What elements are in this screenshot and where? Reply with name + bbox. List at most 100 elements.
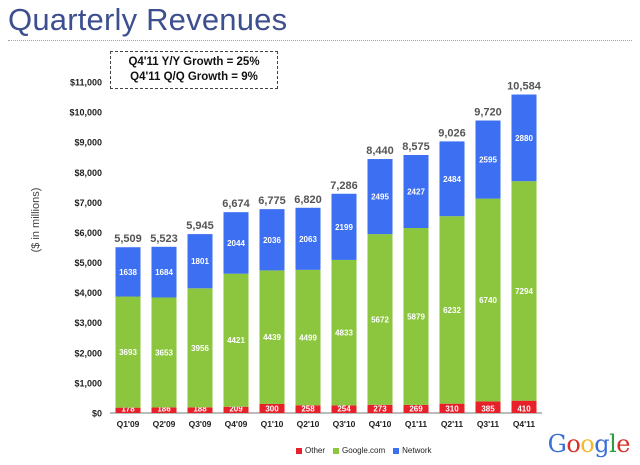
legend-item-network: Network	[393, 446, 432, 455]
bar-segment-other	[151, 407, 177, 413]
data-label: 269	[409, 405, 423, 414]
y-axis-label: ($ in millions)	[30, 187, 42, 253]
bar-segment-other	[439, 403, 465, 413]
bar-total-label: 6,775	[258, 195, 286, 207]
x-tick-label: Q2'09	[153, 419, 176, 429]
y-tick-label: $8,000	[74, 168, 102, 178]
bar-segment-google-com	[151, 297, 177, 408]
y-tick-label: $10,000	[69, 108, 102, 118]
bar-total-label: 5,523	[150, 233, 178, 245]
bar-segment-network	[223, 212, 249, 274]
bar-total-label: 6,674	[222, 198, 250, 210]
legend-swatch-other	[296, 447, 302, 454]
x-tick-label: Q4'11	[513, 419, 536, 429]
data-label: 1638	[119, 268, 137, 277]
x-tick-label: Q3'09	[189, 419, 212, 429]
x-tick-label: Q3'10	[333, 419, 356, 429]
data-label: 186	[157, 405, 171, 414]
data-label: 2880	[515, 134, 533, 143]
x-tick-label: Q2'11	[441, 419, 464, 429]
bar-segment-google-com	[331, 259, 357, 406]
data-label: 5672	[371, 315, 389, 324]
y-tick-label: $9,000	[74, 138, 102, 148]
data-label: 4499	[299, 334, 317, 343]
bar-segment-other	[259, 403, 285, 413]
data-label: 2495	[371, 193, 389, 202]
bar-segment-other	[331, 405, 357, 413]
bar-segment-google-com	[223, 273, 249, 407]
bar-segment-network	[115, 247, 141, 297]
data-label: 178	[121, 405, 135, 414]
data-label: 410	[517, 405, 531, 414]
bar-segment-network	[331, 193, 357, 260]
data-label: 2063	[299, 235, 317, 244]
bar-segment-google-com	[295, 269, 321, 406]
bar-total-label: 8,575	[402, 141, 430, 153]
bar-total-label: 9,026	[438, 127, 466, 139]
data-label: 4421	[227, 336, 245, 345]
bar-segment-google-com	[475, 198, 501, 402]
bar-total-label: 7,286	[330, 180, 358, 192]
data-label: 1684	[155, 268, 173, 277]
bar-total-label: 10,584	[507, 81, 542, 93]
bar-segment-network	[367, 159, 393, 235]
x-tick-label: Q2'10	[297, 419, 320, 429]
logo-letter: o	[580, 430, 595, 458]
legend-label-google: Google.com	[342, 446, 386, 455]
data-label: 310	[445, 405, 459, 414]
legend-item-google: Google.com	[333, 446, 385, 455]
y-tick-label: $5,000	[74, 258, 102, 268]
bar-segment-network	[439, 141, 465, 217]
bar-segment-other	[511, 400, 537, 413]
y-tick-label: $3,000	[74, 318, 102, 328]
data-label: 385	[481, 405, 495, 414]
bar-total-label: 8,440	[366, 145, 394, 157]
x-tick-label: Q1'11	[405, 419, 428, 429]
x-tick-label: Q4'10	[369, 419, 392, 429]
data-label: 2427	[407, 187, 425, 196]
bar-segment-google-com	[187, 288, 213, 408]
yoy-growth-text: Q4'11 Y/Y Growth = 25%	[128, 56, 260, 68]
bar-segment-network	[475, 120, 501, 199]
logo-letter: G	[547, 430, 567, 458]
y-tick-label: $4,000	[74, 288, 102, 298]
logo-letter: o	[566, 430, 581, 458]
data-label: 2595	[479, 156, 497, 165]
title-divider	[8, 40, 632, 41]
y-tick-label: $1,000	[74, 378, 102, 388]
data-label: 209	[229, 405, 243, 414]
data-label: 1801	[191, 257, 209, 266]
bar-segment-network	[259, 209, 285, 271]
bar-segment-other	[403, 404, 429, 413]
bar-segment-network	[151, 246, 177, 298]
data-label: 4439	[263, 333, 281, 342]
data-label: 2484	[443, 175, 461, 184]
qoq-growth-text: Q4'11 Q/Q Growth = 9%	[130, 71, 258, 83]
bar-segment-network	[511, 94, 537, 182]
bar-segment-other	[115, 407, 141, 413]
y-tick-label: $2,000	[74, 348, 102, 358]
bar-total-label: 5,945	[186, 220, 214, 232]
y-tick-label: $11,000	[70, 78, 102, 88]
data-label: 254	[337, 405, 351, 414]
data-label: 7294	[515, 287, 533, 296]
bar-segment-other	[187, 407, 213, 413]
legend-swatch-network	[393, 447, 400, 454]
bar-total-label: 9,720	[474, 107, 502, 119]
data-label: 258	[301, 405, 315, 414]
data-label: 2036	[263, 236, 281, 245]
bar-total-label: 6,820	[294, 194, 322, 206]
legend-item-other: Other	[296, 446, 325, 455]
data-label: 2199	[335, 223, 353, 232]
bar-segment-google-com	[511, 181, 537, 401]
bar-segment-google-com	[403, 228, 429, 405]
data-label: 273	[373, 405, 387, 414]
data-label: 5879	[407, 312, 425, 321]
data-label: 3693	[119, 348, 137, 357]
data-label: 2044	[227, 239, 245, 248]
bar-segment-google-com	[439, 216, 465, 404]
bar-segment-network	[403, 154, 429, 229]
x-tick-label: Q3'11	[477, 419, 500, 429]
bar-segment-google-com	[115, 296, 141, 408]
